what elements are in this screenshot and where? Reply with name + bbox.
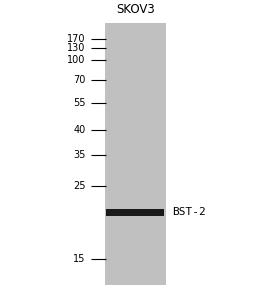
- Text: SKOV3: SKOV3: [116, 3, 155, 16]
- Bar: [105, 23, 166, 285]
- Text: 25: 25: [73, 181, 86, 190]
- Text: 15: 15: [73, 254, 86, 264]
- Text: 55: 55: [73, 98, 86, 108]
- Text: 170: 170: [67, 34, 86, 44]
- Bar: [106, 209, 164, 215]
- Text: 70: 70: [73, 75, 86, 85]
- Text: 40: 40: [73, 125, 86, 135]
- Text: BST-2: BST-2: [172, 207, 206, 217]
- Text: 100: 100: [67, 55, 86, 65]
- Text: 130: 130: [67, 43, 86, 53]
- Text: 35: 35: [73, 150, 86, 160]
